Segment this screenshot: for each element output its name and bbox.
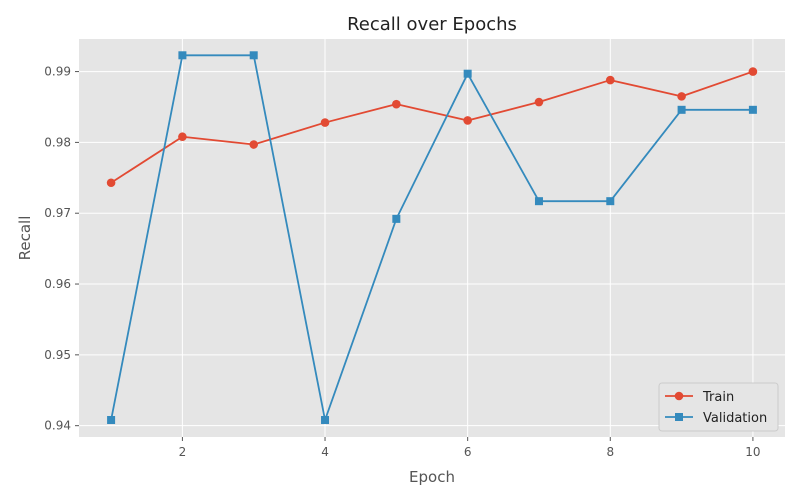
axis-ticks: 2 4 6 8 10 0.94 0.95 0.96 0.97 0.98 0.99 (44, 65, 760, 459)
grid-lines (79, 39, 785, 437)
train-point (748, 67, 758, 76)
train-line (110, 70, 754, 184)
train-point (392, 99, 401, 109)
series-train (106, 67, 758, 188)
legend-label-train: Train (702, 390, 734, 405)
y-tick-label: 0.95 (44, 348, 71, 362)
x-tick-label: 4 (321, 445, 329, 459)
y-tick-label: 0.96 (44, 277, 71, 291)
series-validation (107, 51, 757, 425)
y-tick-label: 0.99 (44, 65, 71, 79)
legend-marker-validation (675, 413, 683, 421)
plot-area (79, 39, 785, 437)
validation-point (249, 51, 258, 60)
legend-marker-train (674, 391, 684, 401)
y-tick-label: 0.98 (44, 135, 71, 149)
train-point (106, 178, 116, 188)
validation-point (677, 105, 686, 114)
train-point (605, 75, 615, 85)
validation-point (178, 51, 187, 60)
x-tick-label: 10 (745, 445, 760, 459)
legend-label-validation: Validation (703, 411, 767, 426)
legend-box (658, 382, 779, 432)
train-point (677, 92, 686, 101)
validation-point (321, 416, 330, 425)
validation-point (606, 197, 615, 206)
train-point (178, 132, 187, 142)
y-tick-label: 0.97 (44, 206, 71, 220)
train-point (249, 140, 259, 149)
chart-title: Recall over Epochs (347, 14, 517, 35)
x-tick-label: 6 (464, 445, 472, 459)
legend-item-validation: Validation (665, 411, 767, 426)
x-axis-title: Epoch (409, 468, 455, 486)
validation-point (534, 197, 543, 206)
train-point (463, 116, 472, 125)
train-point (320, 118, 330, 127)
x-tick-label: 2 (179, 445, 187, 459)
validation-point (392, 214, 401, 223)
y-axis-title: Recall (16, 216, 34, 261)
x-tick-label: 8 (606, 445, 614, 459)
series-layer (106, 51, 758, 425)
legend: Train Validation (658, 382, 779, 432)
train-point (534, 97, 544, 107)
validation-line (110, 54, 753, 421)
legend-item-train: Train (665, 390, 734, 405)
validation-point (463, 69, 472, 78)
y-tick-label: 0.94 (44, 419, 71, 433)
validation-point (748, 105, 757, 114)
validation-point (107, 416, 116, 425)
